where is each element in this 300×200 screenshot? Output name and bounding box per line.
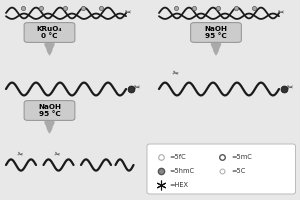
FancyBboxPatch shape <box>24 101 75 120</box>
Text: NaOH
95 °C: NaOH 95 °C <box>38 104 61 117</box>
Text: ✂: ✂ <box>277 8 284 18</box>
Text: =HEX: =HEX <box>169 182 188 188</box>
Text: ✂: ✂ <box>171 68 180 78</box>
Text: ✂: ✂ <box>286 83 293 92</box>
Text: =5mC: =5mC <box>231 154 252 160</box>
Text: =5fC: =5fC <box>169 154 186 160</box>
Text: ✂: ✂ <box>133 83 140 92</box>
Text: ✂: ✂ <box>124 8 131 18</box>
Text: =5C: =5C <box>231 168 245 174</box>
Text: ✂: ✂ <box>53 151 61 159</box>
FancyBboxPatch shape <box>191 23 241 42</box>
Text: KRuO₄
0 °C: KRuO₄ 0 °C <box>37 26 62 39</box>
Text: NaOH
95 °C: NaOH 95 °C <box>205 26 227 39</box>
Text: =5hmC: =5hmC <box>169 168 195 174</box>
FancyBboxPatch shape <box>24 23 75 42</box>
Text: ✂: ✂ <box>16 151 23 159</box>
FancyBboxPatch shape <box>147 144 296 194</box>
